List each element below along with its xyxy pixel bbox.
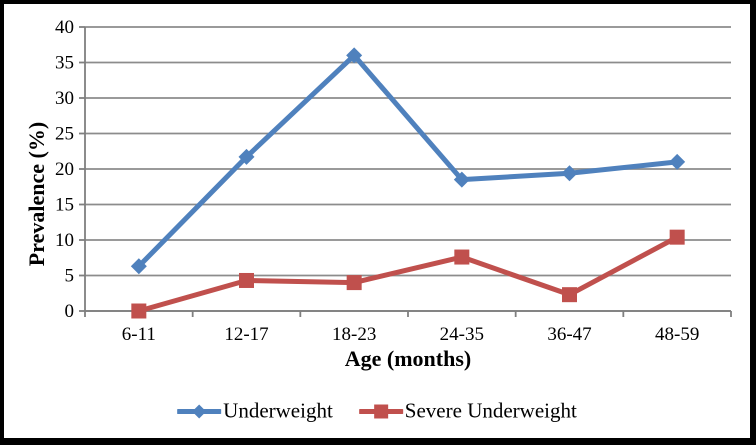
y-tick-label-10: 10 — [55, 230, 74, 251]
series — [130, 47, 686, 319]
x-tick-label-36-47: 36-47 — [547, 324, 591, 345]
legend-label-underweight: Underweight — [223, 398, 333, 423]
marker-underweight-48-59 — [669, 153, 686, 170]
y-tick-label-5: 5 — [65, 266, 75, 287]
marker-severe-underweight-12-17 — [239, 272, 254, 288]
legend-glyph-severe-underweight — [373, 404, 388, 418]
y-axis-title: Prevalence (%) — [24, 121, 49, 267]
gridlines — [85, 26, 731, 312]
legend-glyph-underweight — [192, 404, 207, 418]
marker-underweight-12-17 — [238, 148, 255, 165]
x-tick-label-6-11: 6-11 — [122, 324, 156, 345]
legend-item-underweight: Underweight — [177, 399, 333, 424]
marker-severe-underweight-24-35 — [454, 249, 470, 265]
y-tick-label-30: 30 — [55, 88, 74, 109]
x-tick-label-18-23: 18-23 — [332, 324, 376, 345]
marker-severe-underweight-48-59 — [669, 229, 685, 245]
legend-label-severe-underweight: Severe Underweight — [404, 398, 577, 423]
marker-underweight-18-23 — [346, 47, 363, 64]
legend-item-severe-underweight: Severe Underweight — [358, 398, 577, 424]
marker-severe-underweight-6-11 — [131, 303, 147, 319]
marker-severe-underweight-18-23 — [346, 275, 362, 291]
legend-marker-underweight-diamond-icon — [177, 404, 222, 418]
marker-underweight-24-35 — [453, 171, 470, 188]
series-line-underweight — [136, 52, 680, 269]
y-tick-label-25: 25 — [55, 124, 74, 145]
axes — [79, 26, 732, 317]
x-tick-label-12-17: 12-17 — [224, 324, 268, 345]
x-tick-label-24-35: 24-35 — [440, 324, 484, 345]
legend: Underweight Severe Underweight — [177, 399, 577, 424]
series-line-severe-underweight — [136, 234, 680, 314]
marker-underweight-6-11 — [130, 258, 147, 275]
tick-labels: 0 5 10 15 20 25 30 35 40 6-11 12-17 18-23 24-35 36-47… — [55, 17, 699, 345]
y-tick-label-15: 15 — [55, 195, 74, 216]
y-tick-label-35: 35 — [55, 53, 74, 74]
marker-severe-underweight-36-47 — [562, 287, 577, 303]
y-tick-label-0: 0 — [65, 301, 75, 322]
y-tick-label-20: 20 — [55, 159, 74, 180]
marker-underweight-36-47 — [561, 165, 578, 182]
x-tick-label-48-59: 48-59 — [655, 324, 699, 345]
y-tick-label-40: 40 — [55, 17, 74, 38]
legend-marker-severe-underweight-square-icon — [358, 404, 403, 418]
x-axis-title: Age (months) — [344, 346, 472, 371]
